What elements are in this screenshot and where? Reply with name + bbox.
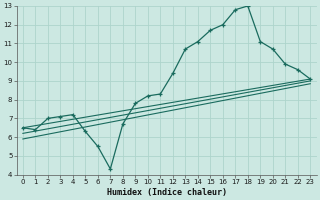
X-axis label: Humidex (Indice chaleur): Humidex (Indice chaleur) [107, 188, 227, 197]
